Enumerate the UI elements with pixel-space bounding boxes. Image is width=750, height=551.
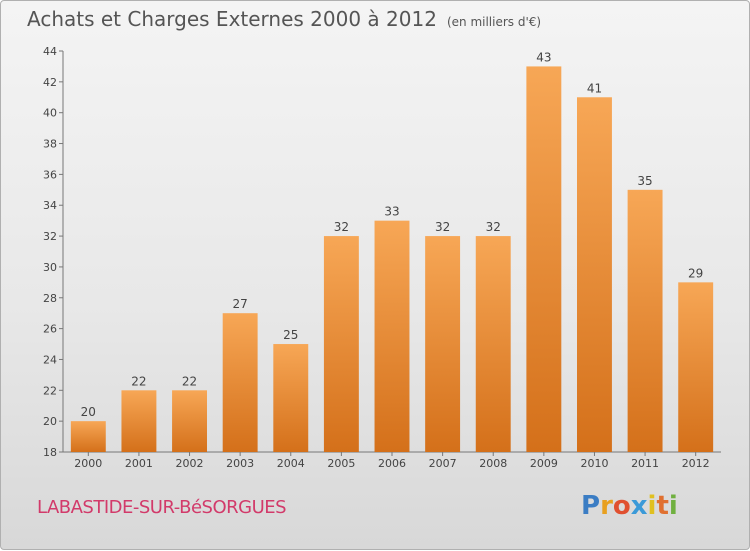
bar-2008: [475, 236, 511, 452]
y-tick-label: 24: [43, 353, 57, 366]
logo-letter: P: [581, 491, 601, 521]
data-label-2011: 35: [637, 174, 652, 188]
commune-name: LABASTIDE-SUR-BéSORGUES: [37, 497, 287, 518]
bar-2004: [273, 344, 309, 452]
bar-2006: [374, 220, 410, 452]
logo-letter: o: [612, 491, 631, 521]
logo-letter: t: [656, 491, 669, 521]
x-tick-label: 2004: [277, 457, 305, 470]
bar-2012: [678, 282, 714, 452]
y-tick-label: 32: [43, 230, 57, 243]
y-tick-label: 34: [43, 199, 57, 212]
x-tick-label: 2001: [125, 457, 153, 470]
bar-2005: [323, 236, 359, 452]
x-tick-label: 2005: [327, 457, 355, 470]
x-tick-label: 2003: [226, 457, 254, 470]
data-label-2000: 20: [81, 405, 96, 419]
logo-letter: x: [630, 491, 648, 521]
bar-2001: [121, 390, 157, 452]
x-tick-label: 2008: [479, 457, 507, 470]
data-label-2007: 32: [435, 220, 450, 234]
data-label-2008: 32: [486, 220, 501, 234]
bar-2009: [526, 66, 562, 452]
x-tick-label: 2007: [429, 457, 457, 470]
data-label-2003: 27: [233, 297, 248, 311]
y-tick-label: 26: [43, 323, 57, 336]
x-tick-label: 2000: [74, 457, 102, 470]
x-tick-label: 2012: [682, 457, 710, 470]
data-label-2006: 33: [384, 205, 399, 219]
y-tick-label: 38: [43, 138, 57, 151]
logo-letter: i: [647, 491, 657, 521]
y-tick-label: 40: [43, 107, 57, 120]
y-tick-label: 42: [43, 76, 57, 89]
bars: 20 22 22 27 25 32 33 32 32 43 41 35 29: [70, 50, 714, 453]
axes: 18 20 22 24 26 28 30 32 34 36 38 40 42 44 2000 2001 2002…: [43, 45, 721, 470]
y-tick-label: 30: [43, 261, 57, 274]
y-tick-label: 18: [43, 446, 57, 459]
y-tick-label: 22: [43, 384, 57, 397]
bar-2010: [576, 97, 612, 453]
y-tick-label: 20: [43, 415, 57, 428]
bar-2003: [222, 313, 258, 452]
data-label-2002: 22: [182, 374, 197, 388]
x-tick-label: 2010: [580, 457, 608, 470]
bar-2000: [70, 421, 106, 452]
data-label-2005: 32: [334, 220, 349, 234]
y-tick-label: 44: [43, 45, 57, 58]
proxiti-logo: Proxiti: [581, 491, 678, 521]
data-label-2004: 25: [283, 328, 298, 342]
data-label-2010: 41: [587, 81, 602, 95]
data-label-2009: 43: [536, 50, 551, 64]
y-tick-label: 28: [43, 292, 57, 305]
bar-2011: [627, 189, 663, 453]
x-tick-label: 2006: [378, 457, 406, 470]
x-tick-label: 2011: [631, 457, 659, 470]
bar-2007: [425, 236, 461, 452]
x-tick-label: 2009: [530, 457, 558, 470]
y-tick-label: 36: [43, 168, 57, 181]
logo-letter: r: [600, 491, 613, 521]
data-label-2012: 29: [688, 266, 703, 280]
chart-title: Achats et Charges Externes 2000 à 2012 (e…: [27, 7, 542, 31]
x-tick-label: 2002: [176, 457, 204, 470]
logo-letter: i: [668, 491, 678, 521]
chart-unit: (en milliers d'€): [446, 15, 542, 29]
bar-2002: [172, 390, 208, 452]
data-label-2001: 22: [131, 374, 146, 388]
